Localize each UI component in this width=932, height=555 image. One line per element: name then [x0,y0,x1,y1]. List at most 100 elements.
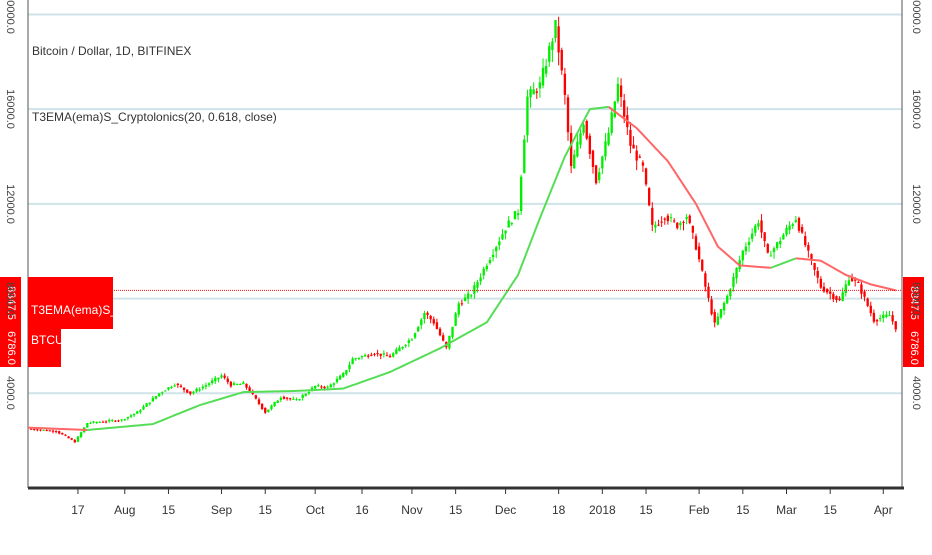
candle-body [666,215,670,222]
candle-body [70,438,73,440]
candle-body [894,321,897,330]
candle-body [485,265,489,270]
x-tick-label: 15 [639,503,653,517]
candle-layer [29,16,897,443]
candle-body [54,430,58,432]
candle-body [154,396,158,399]
candle-body [863,291,866,297]
candle-body [672,220,676,222]
candle-body [79,432,83,438]
candle-body [751,233,754,239]
grid-layer [28,13,902,395]
candle-body [754,225,757,233]
y-tick-text: 20000.0 [910,0,923,35]
candle-body [423,313,426,320]
candle-body [432,319,435,324]
x-tick-label: Mar [776,503,797,517]
candle-body [520,176,523,211]
left-y-tick-label: 4000.0 [0,368,20,418]
candle-body [804,236,807,246]
candle-body [186,389,189,393]
candle-body [860,284,863,294]
candle-body [726,295,729,304]
candle-body [210,380,214,384]
candle-body [398,347,401,352]
candle-body [64,434,67,436]
candle-body [429,315,432,320]
candle-body [326,386,329,388]
x-tick-label: 15 [162,503,176,517]
candle-body [58,431,61,434]
x-tick-label: 15 [259,503,273,517]
candle-body [273,401,276,407]
candle-body [382,353,386,355]
candle-body [329,384,332,388]
candle-body [92,421,95,423]
right-close-value: 6786.0 [907,331,920,365]
candle-body [482,268,485,276]
candle-body [560,49,563,71]
candle-body [885,314,888,318]
candle-body [557,26,560,53]
candle-body [120,419,123,421]
x-tick-label: Sep [211,503,233,517]
candle-body [123,419,126,421]
candle-body [235,383,239,385]
candle-body [192,391,195,394]
candle-body [142,406,145,410]
candle-body [588,135,592,154]
y-tick-text: 4000.0 [4,376,16,411]
candle-body [239,384,242,386]
candle-body [763,232,766,241]
candle-body [816,270,819,278]
y-tick-text: 20000.0 [4,0,17,35]
candle-body [304,393,307,396]
candle-body [307,391,311,394]
candle-body [713,312,716,323]
ema-line-rising [87,105,609,431]
candle-body [417,327,420,332]
candle-body [844,284,847,294]
candle-body [435,322,439,329]
candle-body [388,355,392,358]
candle-body [367,355,370,357]
candle-body [585,121,588,139]
candle-body [129,415,133,417]
candle-body [170,386,173,388]
y-tick-text: 16000.0 [4,89,17,130]
candle-body [548,46,551,62]
candle-body [345,370,348,375]
candle-body [363,354,367,357]
candle-body [33,429,36,431]
candle-body [320,386,323,388]
candle-body [232,383,236,386]
candle-body [148,402,151,405]
candle-body [604,141,607,157]
candle-body [872,312,876,322]
candle-body [663,218,666,220]
candle-body [854,279,857,281]
candle-body [491,254,495,258]
candle-body [332,383,336,385]
candle-body [629,129,632,146]
candle-body [782,234,785,240]
candle-body [616,83,620,102]
candle-body [498,241,501,246]
x-tick-label: 18 [552,503,566,517]
left-close-value: 6786.0 [4,331,17,365]
candle-body [51,430,55,432]
candle-body [376,353,379,355]
candle-body [323,386,326,389]
candle-body [182,387,186,390]
candle-body [694,236,698,250]
candle-body [757,223,760,227]
indicator-line-label: T3EMA(ema)S_Cryptolonics [28,277,183,329]
candle-body [136,411,139,414]
candle-body [495,247,498,252]
candle-body [114,420,117,422]
candle-body [270,405,273,410]
candle-body [654,224,657,228]
x-tick-label: 17 [71,503,85,517]
